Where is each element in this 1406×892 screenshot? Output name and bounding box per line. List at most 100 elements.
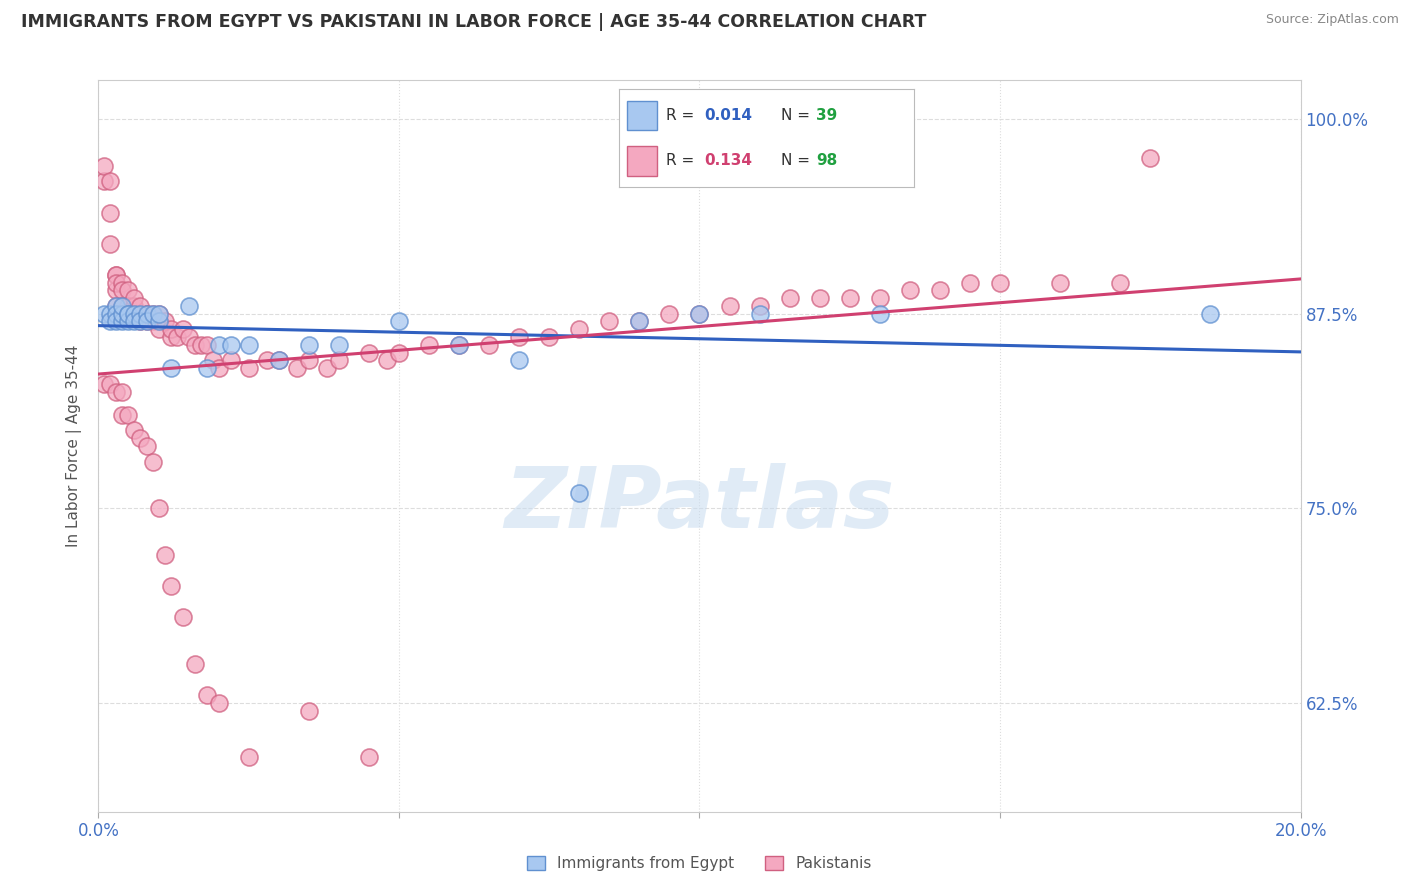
Point	[159, 322, 181, 336]
Point	[105, 314, 128, 328]
Point	[105, 268, 128, 282]
Point	[568, 322, 591, 336]
Point	[111, 307, 134, 321]
Point	[808, 291, 831, 305]
Point	[568, 485, 591, 500]
Point	[129, 299, 152, 313]
Point	[375, 353, 398, 368]
Point	[124, 307, 146, 321]
Point	[141, 307, 163, 321]
Point	[111, 299, 134, 313]
Point	[124, 307, 146, 321]
Point	[447, 338, 470, 352]
Point	[183, 338, 205, 352]
Point	[898, 284, 921, 298]
Point	[388, 345, 411, 359]
Point	[153, 548, 176, 562]
Point	[628, 314, 651, 328]
Point	[105, 307, 128, 321]
Point	[172, 322, 194, 336]
Point	[135, 439, 157, 453]
Point	[238, 361, 260, 376]
Point	[869, 307, 891, 321]
Point	[418, 338, 440, 352]
Point	[298, 353, 321, 368]
Point	[190, 338, 212, 352]
Point	[111, 299, 134, 313]
Text: R =: R =	[666, 153, 699, 169]
Point	[195, 688, 218, 702]
Point	[124, 299, 146, 313]
Point	[267, 353, 290, 368]
FancyBboxPatch shape	[627, 101, 657, 130]
Point	[105, 276, 128, 290]
Point	[93, 376, 115, 391]
Point	[201, 353, 224, 368]
Point	[93, 159, 115, 173]
Point	[285, 361, 308, 376]
Point	[105, 299, 128, 313]
Point	[328, 338, 350, 352]
Point	[238, 750, 260, 764]
Text: IMMIGRANTS FROM EGYPT VS PAKISTANI IN LABOR FORCE | AGE 35-44 CORRELATION CHART: IMMIGRANTS FROM EGYPT VS PAKISTANI IN LA…	[21, 13, 927, 31]
Point	[148, 307, 170, 321]
Point	[100, 236, 122, 251]
Point	[959, 276, 981, 290]
Point	[124, 424, 146, 438]
Point	[195, 361, 218, 376]
Point	[100, 307, 122, 321]
Point	[357, 750, 380, 764]
Point	[135, 307, 157, 321]
Point	[1199, 307, 1222, 321]
Point	[148, 314, 170, 328]
Point	[208, 361, 231, 376]
Point	[105, 384, 128, 399]
Point	[838, 291, 860, 305]
Point	[357, 345, 380, 359]
Point	[658, 307, 681, 321]
Point	[111, 408, 134, 422]
Point	[124, 307, 146, 321]
Point	[111, 284, 134, 298]
Point	[628, 314, 651, 328]
Point	[141, 314, 163, 328]
Text: ZIPatlas: ZIPatlas	[505, 463, 894, 546]
Point	[141, 454, 163, 468]
Point	[208, 338, 231, 352]
Point	[117, 408, 139, 422]
Point	[117, 314, 139, 328]
Point	[124, 291, 146, 305]
Point	[117, 307, 139, 321]
Point	[689, 307, 711, 321]
Point	[135, 314, 157, 328]
Point	[141, 307, 163, 321]
Point	[124, 314, 146, 328]
Point	[111, 314, 134, 328]
Point	[748, 299, 770, 313]
Point	[135, 314, 157, 328]
Point	[689, 307, 711, 321]
Point	[117, 307, 139, 321]
Point	[129, 314, 152, 328]
Point	[508, 353, 530, 368]
Point	[779, 291, 801, 305]
Point	[129, 431, 152, 445]
Point	[208, 696, 231, 710]
FancyBboxPatch shape	[627, 146, 657, 176]
Point	[148, 322, 170, 336]
Point	[148, 501, 170, 516]
Point	[129, 307, 152, 321]
Point	[315, 361, 337, 376]
Point	[177, 330, 200, 344]
Point	[166, 330, 188, 344]
Text: 0.134: 0.134	[704, 153, 752, 169]
Point	[100, 174, 122, 188]
Point	[298, 338, 321, 352]
Point	[117, 284, 139, 298]
Point	[718, 299, 741, 313]
Text: 0.014: 0.014	[704, 108, 752, 123]
Point	[135, 307, 157, 321]
Text: 39: 39	[817, 108, 838, 123]
Point	[256, 353, 278, 368]
Point	[117, 299, 139, 313]
